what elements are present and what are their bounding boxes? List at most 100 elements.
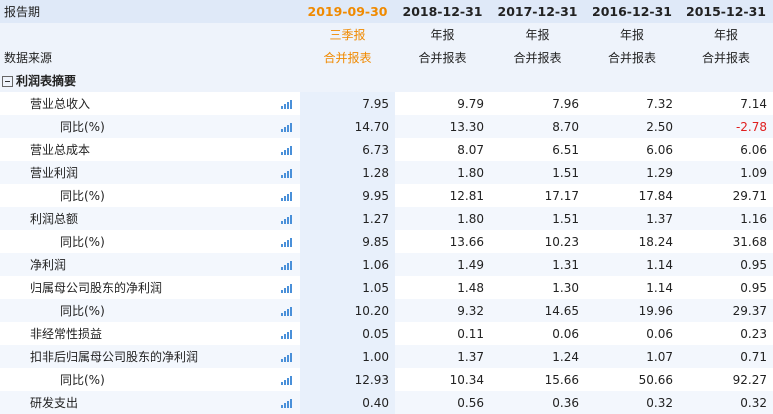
table-row[interactable]: 同比(%) 9.95 12.81 17.17 17.84 29.71 [0,184,773,207]
value-cell: 0.36 [490,391,585,414]
date-col-4[interactable]: 2015-12-31 [679,0,773,23]
value-cell: 0.95 [679,276,773,299]
header-row-source: 数据来源 合并报表 合并报表 合并报表 合并报表 合并报表 [0,46,773,69]
source-1: 合并报表 [395,46,490,69]
bar-chart-icon[interactable] [281,329,292,339]
value-cell: 1.28 [300,161,395,184]
value-cell: 0.11 [395,322,490,345]
value-cell: 1.51 [490,207,585,230]
value-cell: 8.70 [490,115,585,138]
table-row[interactable]: 营业总成本 6.73 8.07 6.51 6.06 6.06 [0,138,773,161]
row-label: 同比(%) [0,230,273,253]
value-cell: 12.93 [300,368,395,391]
value-cell: 29.71 [679,184,773,207]
value-cell: 17.84 [585,184,679,207]
value-cell: 1.30 [490,276,585,299]
bar-chart-icon[interactable] [281,145,292,155]
row-label: 营业利润 [0,161,273,184]
row-label: 研发支出 [0,391,273,414]
row-label: 营业总收入 [0,92,273,115]
table-row[interactable]: 归属母公司股东的净利润 1.05 1.48 1.30 1.14 0.95 [0,276,773,299]
table-row[interactable]: 营业利润 1.28 1.80 1.51 1.29 1.09 [0,161,773,184]
table-row[interactable]: 净利润 1.06 1.49 1.31 1.14 0.95 [0,253,773,276]
value-cell: 0.23 [679,322,773,345]
value-cell: 1.09 [679,161,773,184]
value-cell: 1.29 [585,161,679,184]
bar-chart-icon[interactable] [281,398,292,408]
report-type-4: 年报 [679,23,773,46]
source-0: 合并报表 [300,46,395,69]
value-cell: 10.20 [300,299,395,322]
row-label: 利润总额 [0,207,273,230]
bar-chart-icon[interactable] [281,99,292,109]
value-cell: 6.06 [679,138,773,161]
value-cell: 9.85 [300,230,395,253]
row-label: 营业总成本 [0,138,273,161]
table-row[interactable]: 研发支出 0.40 0.56 0.36 0.32 0.32 [0,391,773,414]
value-cell: 18.24 [585,230,679,253]
value-cell: 1.24 [490,345,585,368]
bar-chart-icon[interactable] [281,122,292,132]
value-cell: 0.05 [300,322,395,345]
value-cell: 0.56 [395,391,490,414]
period-label: 报告期 [0,0,273,23]
table-row[interactable]: 营业总收入 7.95 9.79 7.96 7.32 7.14 [0,92,773,115]
report-type-3: 年报 [585,23,679,46]
value-cell: 1.80 [395,207,490,230]
bar-chart-icon[interactable] [281,260,292,270]
value-cell: 10.23 [490,230,585,253]
value-cell: 14.65 [490,299,585,322]
table-row[interactable]: 同比(%) 14.70 13.30 8.70 2.50 -2.78 [0,115,773,138]
bar-chart-icon[interactable] [281,237,292,247]
value-cell: 14.70 [300,115,395,138]
value-cell: 1.06 [300,253,395,276]
row-label: 扣非后归属母公司股东的净利润 [0,345,273,368]
value-cell: 1.00 [300,345,395,368]
table-row[interactable]: 同比(%) 12.93 10.34 15.66 50.66 92.27 [0,368,773,391]
row-label: 归属母公司股东的净利润 [0,276,273,299]
value-cell: 9.95 [300,184,395,207]
bar-chart-icon[interactable] [281,306,292,316]
date-col-1[interactable]: 2018-12-31 [395,0,490,23]
date-col-0[interactable]: 2019-09-30 [300,0,395,23]
header-row-report-type: 三季报 年报 年报 年报 年报 [0,23,773,46]
header-row-dates: 报告期 2019-09-30 2018-12-31 2017-12-31 201… [0,0,773,23]
report-type-0: 三季报 [300,23,395,46]
bar-chart-icon[interactable] [281,375,292,385]
table-row[interactable]: 扣非后归属母公司股东的净利润 1.00 1.37 1.24 1.07 0.71 [0,345,773,368]
value-cell: 9.32 [395,299,490,322]
collapse-toggle-icon[interactable] [2,76,13,87]
value-cell: 19.96 [585,299,679,322]
table-row[interactable]: 非经常性损益 0.05 0.11 0.06 0.06 0.23 [0,322,773,345]
value-cell: 0.06 [585,322,679,345]
value-cell: -2.78 [679,115,773,138]
value-cell: 1.49 [395,253,490,276]
bar-chart-icon[interactable] [281,168,292,178]
section-header[interactable]: 利润表摘要 [0,69,773,92]
bar-chart-icon[interactable] [281,283,292,293]
bar-chart-icon[interactable] [281,214,292,224]
value-cell: 31.68 [679,230,773,253]
value-cell: 1.37 [395,345,490,368]
bar-chart-icon[interactable] [281,191,292,201]
table-row[interactable]: 同比(%) 10.20 9.32 14.65 19.96 29.37 [0,299,773,322]
value-cell: 8.07 [395,138,490,161]
value-cell: 92.27 [679,368,773,391]
value-cell: 1.27 [300,207,395,230]
value-cell: 0.95 [679,253,773,276]
value-cell: 1.31 [490,253,585,276]
value-cell: 50.66 [585,368,679,391]
value-cell: 0.32 [585,391,679,414]
date-col-2[interactable]: 2017-12-31 [490,0,585,23]
date-col-3[interactable]: 2016-12-31 [585,0,679,23]
value-cell: 6.73 [300,138,395,161]
source-3: 合并报表 [585,46,679,69]
value-cell: 1.80 [395,161,490,184]
table-row[interactable]: 利润总额 1.27 1.80 1.51 1.37 1.16 [0,207,773,230]
value-cell: 7.32 [585,92,679,115]
bar-chart-icon[interactable] [281,352,292,362]
table-row[interactable]: 同比(%) 9.85 13.66 10.23 18.24 31.68 [0,230,773,253]
value-cell: 7.14 [679,92,773,115]
value-cell: 15.66 [490,368,585,391]
value-cell: 6.51 [490,138,585,161]
